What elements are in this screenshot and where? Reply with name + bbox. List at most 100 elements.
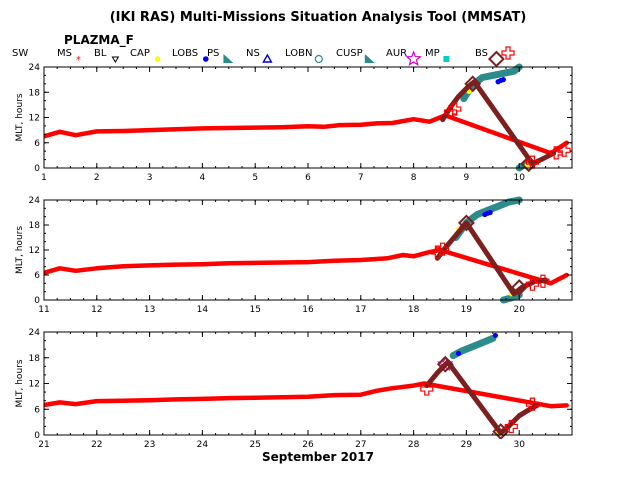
legend-marker-lobn: [314, 54, 323, 64]
legend: SW MS * BL CAP LOBS PS NS LOBN CUSP AUR MP BS: [12, 46, 515, 68]
series-ms: [44, 113, 569, 156]
plus-marker: [525, 277, 540, 291]
x-tick-label: 21: [38, 440, 49, 450]
x-tick-label: 19: [461, 305, 473, 315]
y-tick-label: 0: [34, 296, 40, 306]
legend-marker-bl: [111, 56, 120, 63]
plus-marker: [504, 419, 518, 434]
x-tick-label: 1: [41, 173, 47, 183]
panel-2-data: [44, 196, 569, 304]
series-ms: [44, 381, 569, 409]
plus-marker: [448, 102, 462, 116]
y-axis-label: MLT, hours: [15, 93, 25, 141]
x-tick-label: 15: [249, 305, 260, 315]
y-tick-label: 6: [34, 271, 40, 281]
legend-label-cusp: CUSP: [336, 48, 363, 59]
legend-label-bs: BS: [475, 48, 488, 59]
x-axis-title: September 2017: [262, 450, 374, 464]
legend-marker-plus: [501, 46, 515, 60]
legend-label-aur: AUR: [386, 48, 407, 59]
y-tick-label: 18: [29, 88, 41, 98]
legend-label-bl: BL: [94, 48, 107, 59]
legend-label-cap: CAP: [130, 48, 150, 59]
plus-marker: [557, 143, 571, 157]
legend-marker-cap: [154, 56, 161, 62]
plus-marker: [525, 397, 540, 411]
x-tick-label: 8: [411, 173, 417, 183]
x-tick-label: 25: [249, 440, 260, 450]
y-tick-label: 12: [29, 246, 40, 256]
y-tick-label: 0: [34, 164, 40, 174]
x-tick-label: 14: [197, 305, 209, 315]
x-tick-label: 20: [513, 305, 525, 315]
series-bs: [434, 220, 549, 297]
panel-3: 0 6 12 18 24 21 22 23 24 25 26 27 28 29 30 MLT, hours: [15, 328, 573, 450]
panel-1-data: [44, 63, 571, 172]
plus-marker: [536, 274, 550, 288]
x-tick-label: 12: [91, 305, 102, 315]
chart-title: (IKI RAS) Multi-Missions Situation Analy…: [110, 10, 527, 25]
legend-marker-cusp: [364, 54, 375, 63]
series-cusp: [452, 196, 523, 241]
x-tick-label: 26: [302, 440, 314, 450]
lobs-point: [455, 350, 462, 357]
x-tick-label: 11: [38, 305, 49, 315]
x-tick-label: 13: [144, 305, 155, 315]
x-tick-label: 5: [252, 173, 258, 183]
bs-marker: [457, 214, 475, 232]
y-tick-label: 18: [29, 354, 41, 364]
legend-marker-ms: *: [76, 55, 81, 66]
panel-2: 0 6 12 18 24 11 12 13 14 15 16 17 18 19 20 MLT, hours: [15, 196, 573, 315]
legend-label-lobn: LOBN: [285, 48, 312, 59]
lobs-point: [492, 332, 499, 339]
series-ms: [44, 247, 569, 286]
series-cusp: [515, 158, 534, 172]
bs-marker: [520, 155, 538, 172]
plus-marker: [436, 242, 450, 256]
plus-marker: [430, 245, 444, 259]
x-tick-label: 30: [513, 440, 525, 450]
legend-label-ns: NS: [246, 48, 260, 59]
legend-label-ps: PS: [207, 48, 219, 59]
x-tick-label: 22: [91, 440, 102, 450]
legend-label-mp: MP: [425, 48, 440, 59]
x-tick-label: 29: [461, 440, 473, 450]
x-tick-label: 6: [305, 173, 311, 183]
x-tick-label: 4: [200, 173, 206, 183]
legend-label-sw: SW: [12, 48, 28, 59]
legend-marker-bs: [487, 50, 505, 68]
x-tick-label: 24: [197, 440, 209, 450]
legend-label-ms: MS: [57, 48, 72, 59]
legend-label-lobs: LOBS: [172, 48, 198, 59]
x-tick-label: 16: [302, 305, 314, 315]
panel-3-data: [44, 332, 569, 439]
bs-marker: [510, 279, 528, 296]
spacecraft-label: PLAZMA_F: [64, 33, 134, 48]
legend-marker-aur: [405, 50, 422, 67]
plus-marker: [420, 382, 434, 396]
x-tick-label: 18: [408, 305, 420, 315]
bs-marker: [492, 423, 510, 439]
panel-frame: [43, 66, 573, 169]
bs-marker: [436, 355, 454, 373]
x-tick-label: 28: [408, 440, 420, 450]
plus-marker: [443, 105, 458, 119]
panel-frame: [43, 199, 573, 301]
x-tick-label: 3: [147, 173, 153, 183]
lobs-point: [487, 209, 493, 216]
x-tick-label: 23: [144, 440, 155, 450]
x-tick-label: 2: [94, 173, 100, 183]
legend-marker-lobs: [203, 56, 209, 62]
legend-marker-mp: [443, 56, 450, 62]
y-axis-label: MLT, hours: [15, 226, 25, 274]
y-tick-label: 6: [34, 139, 40, 149]
y-tick-label: 24: [29, 63, 41, 73]
y-tick-label: 12: [29, 114, 40, 124]
series-bs: [424, 359, 541, 436]
x-tick-label: 10: [513, 173, 525, 183]
x-tick-label: 17: [355, 305, 366, 315]
y-tick-label: 18: [29, 221, 41, 231]
